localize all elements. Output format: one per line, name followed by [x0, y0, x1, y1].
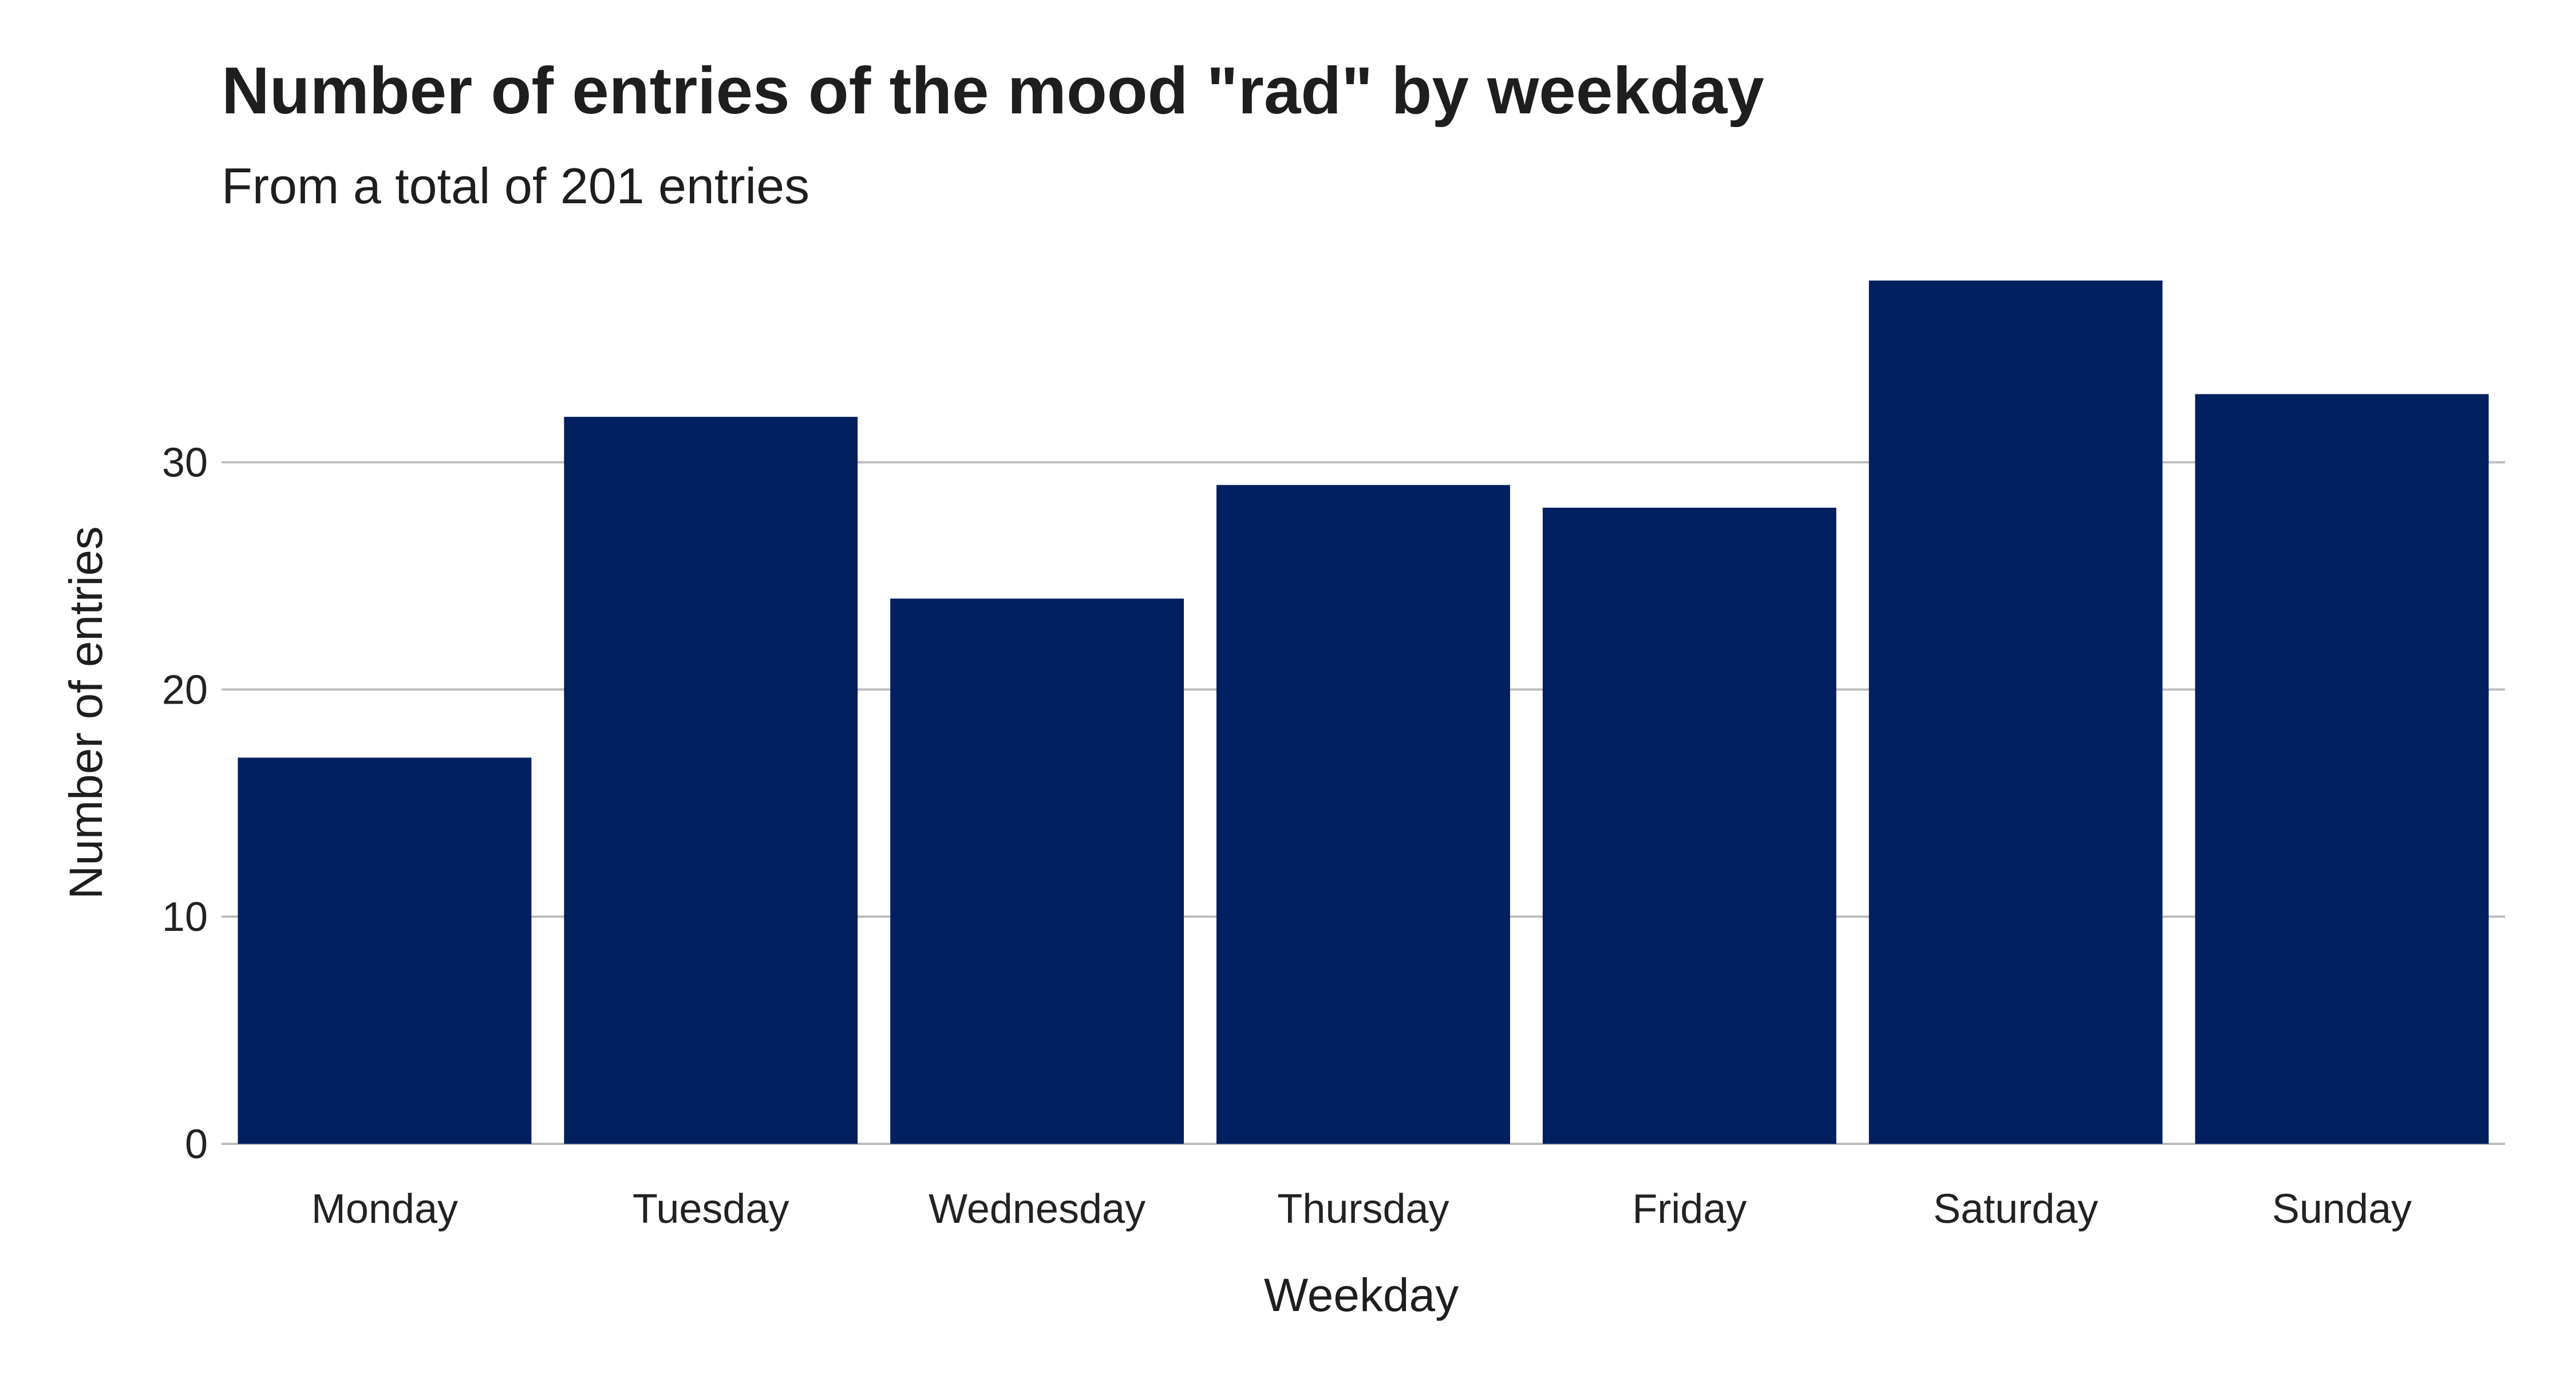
x-tick-label: Wednesday [929, 1186, 1145, 1232]
bar-saturday [1868, 281, 2163, 1144]
x-tick-label: Friday [1632, 1186, 1747, 1232]
bar-wednesday [890, 598, 1184, 1144]
bar-tuesday [564, 417, 858, 1144]
y-tick-label: 0 [185, 1122, 208, 1167]
y-tick-label: 10 [162, 894, 208, 940]
bar-sunday [2195, 394, 2489, 1144]
x-tick-label: Tuesday [633, 1186, 789, 1232]
x-axis-ticks: Monday Tuesday Wednesday Thursday Friday Satu… [311, 1186, 2412, 1232]
bar-thursday [1216, 485, 1510, 1144]
chart-subtitle: From a total of 201 entries [222, 157, 809, 214]
x-tick-label: Monday [311, 1186, 458, 1232]
y-axis-ticks: 0 10 20 30 [162, 440, 208, 1167]
bar-monday [238, 757, 532, 1144]
chart-title: Number of entries of the mood "rad" by w… [222, 53, 1764, 128]
bars [238, 281, 2489, 1144]
y-tick-label: 30 [162, 440, 208, 485]
x-tick-label: Sunday [2272, 1186, 2412, 1232]
y-tick-label: 20 [162, 667, 208, 713]
x-axis-title: Weekday [1264, 1269, 1459, 1321]
y-axis-title: Number of entries [60, 526, 112, 899]
bar-friday [1542, 507, 1836, 1144]
x-tick-label: Saturday [1933, 1186, 2098, 1232]
x-tick-label: Thursday [1277, 1186, 1449, 1232]
